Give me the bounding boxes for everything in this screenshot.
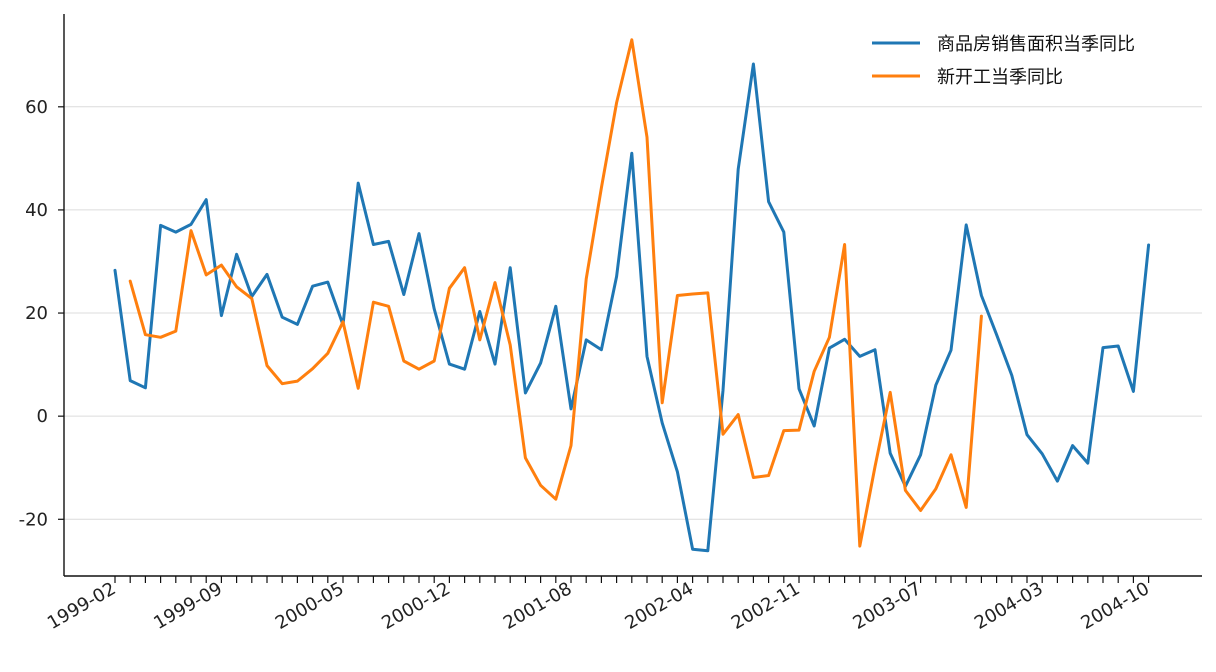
legend-label-new-starts: 新开工当季同比 [937, 67, 1063, 88]
y-tick-label: 20 [25, 303, 48, 324]
legend-label-sales-area: 商品房销售面积当季同比 [937, 34, 1135, 55]
x-tick-label: 2000-05 [272, 578, 348, 634]
y-axis-ticks: -20 0 20 40 60 [19, 97, 64, 530]
y-tick-label: -20 [19, 509, 48, 530]
series-line-sales-area [113, 62, 1151, 553]
series-line-new-starts [128, 38, 983, 548]
x-tick-label: 2001-08 [500, 578, 576, 634]
legend: 商品房销售面积当季同比 新开工当季同比 [872, 34, 1135, 88]
x-axis-ticks: 1999-02 1999-09 2000-05 2000-12 2001-08 2002-… [44, 576, 1153, 634]
x-tick-label: 2002-04 [621, 578, 697, 634]
x-tick-label: 1999-02 [44, 578, 120, 634]
series-lines [113, 38, 1151, 553]
x-tick-label: 2000-12 [378, 578, 454, 634]
y-tick-label: 0 [37, 406, 48, 427]
x-tick-label: 2004-10 [1077, 578, 1153, 634]
y-tick-label: 60 [25, 97, 48, 118]
x-tick-label: 2004-03 [971, 578, 1047, 634]
y-tick-label: 40 [25, 200, 48, 221]
axes [63, 14, 1202, 577]
x-tick-label: 2002-11 [728, 578, 804, 634]
x-tick-label: 1999-09 [150, 578, 226, 634]
x-tick-label: 2003-07 [849, 578, 925, 634]
